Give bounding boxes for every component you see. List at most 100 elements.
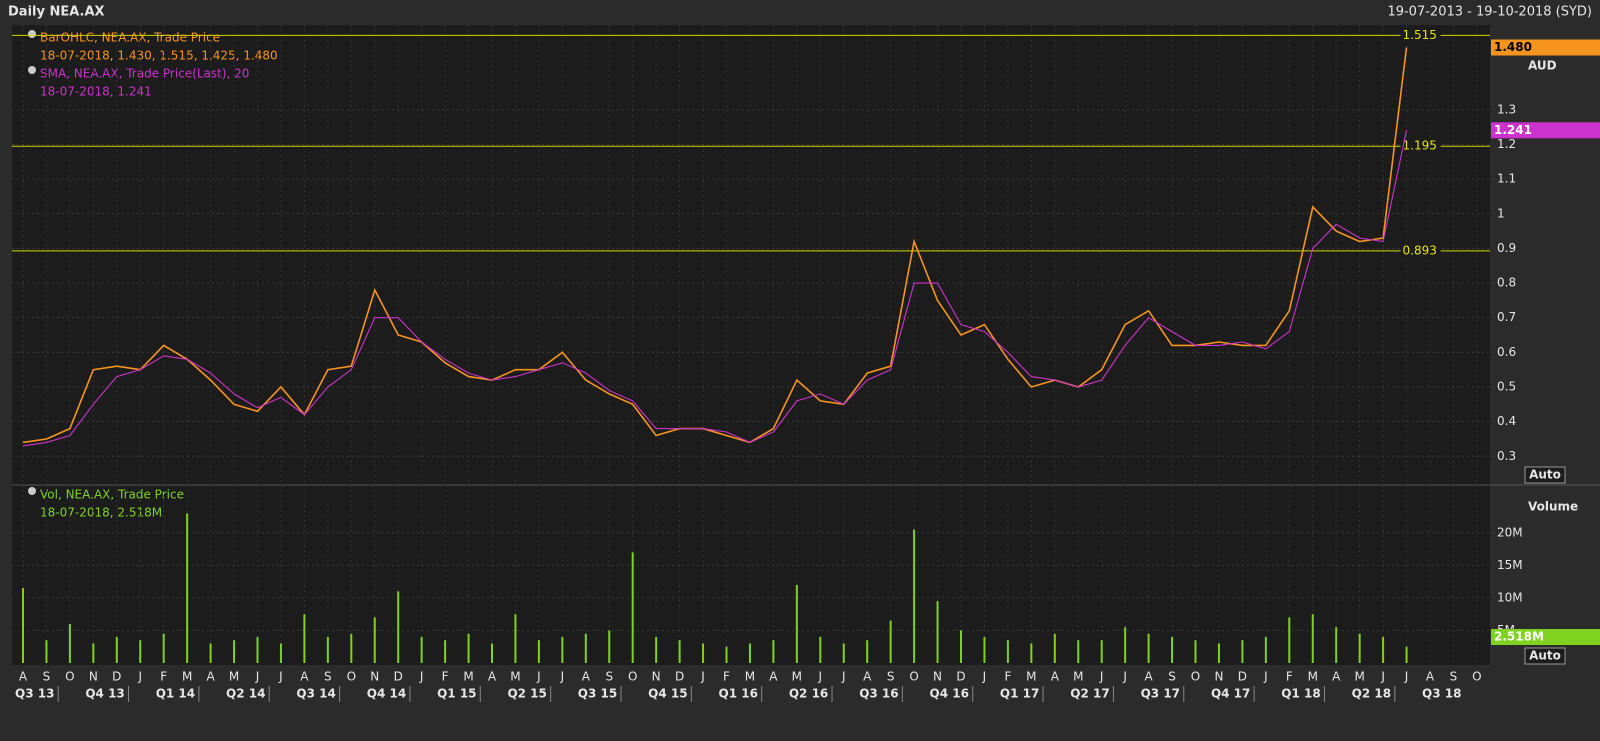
auto-button-label[interactable]: Auto — [1529, 649, 1561, 663]
quarter-label: Q1 17 — [1000, 687, 1039, 701]
volume-bar — [1311, 614, 1314, 663]
volume-bar — [162, 633, 165, 663]
x-tick-label: N — [933, 670, 942, 684]
x-tick-label: O — [347, 670, 356, 684]
volume-bar — [397, 591, 400, 663]
volume-bar — [772, 640, 775, 663]
volume-bar — [936, 601, 939, 663]
x-tick-label: F — [160, 670, 167, 684]
auto-button-box[interactable] — [1524, 466, 1566, 484]
x-tick-label: J — [536, 670, 541, 684]
volume-bar — [631, 552, 634, 663]
volume-bar — [1335, 627, 1338, 663]
price-line — [22, 47, 1408, 444]
y-tick-label: 0.6 — [1497, 345, 1516, 359]
auto-button-label[interactable]: Auto — [1529, 468, 1561, 482]
x-tick-label: A — [769, 670, 778, 684]
quarter-label: Q2 16 — [789, 687, 828, 701]
volume-bar — [115, 636, 118, 663]
volume-bar — [655, 636, 658, 663]
x-tick-label: F — [1004, 670, 1011, 684]
x-tick-label: D — [112, 670, 121, 684]
quarter-label: Q3 17 — [1141, 687, 1180, 701]
volume-bar — [420, 636, 423, 663]
auto-button-box[interactable] — [1524, 647, 1566, 665]
volume-bar — [350, 633, 353, 663]
volume-bar — [45, 640, 48, 663]
volume-bar — [326, 636, 329, 663]
quarter-label: Q3 13 — [15, 687, 54, 701]
chart-title: Daily NEA.AX — [8, 5, 105, 20]
x-tick-label: J — [818, 670, 823, 684]
legend-icon[interactable] — [28, 66, 36, 74]
quarter-label: Q3 16 — [859, 687, 898, 701]
volume-bar — [1358, 633, 1361, 663]
volume-bar — [795, 584, 798, 663]
x-tick-label: O — [1191, 670, 1200, 684]
volume-bar — [1006, 640, 1009, 663]
x-tick-label: D — [394, 670, 403, 684]
x-tick-label: N — [652, 670, 661, 684]
volume-bar — [233, 640, 236, 663]
legend-entry: SMA, NEA.AX, Trade Price(Last), 20 — [40, 67, 249, 81]
volume-bar — [842, 643, 845, 663]
volume-bar — [608, 630, 611, 663]
volume-bar — [139, 640, 142, 663]
y-tick-label: 0.8 — [1497, 276, 1516, 290]
volume-bar — [279, 643, 282, 663]
x-tick-label: M — [510, 670, 520, 684]
volume-bar — [748, 643, 751, 663]
volume-bar — [514, 614, 517, 663]
x-tick-label: M — [229, 670, 239, 684]
auto-button[interactable]: Auto — [1524, 466, 1566, 484]
x-tick-label: S — [887, 670, 895, 684]
legend-detail: 18-07-2018, 2.518M — [40, 506, 162, 520]
x-tick-label: O — [65, 670, 74, 684]
volume-bar — [256, 636, 259, 663]
quarter-label: Q1 15 — [437, 687, 476, 701]
quarter-label: Q3 15 — [578, 687, 617, 701]
x-tick-label: J — [1122, 670, 1127, 684]
x-tick-label: M — [463, 670, 473, 684]
legend-icon[interactable] — [28, 487, 36, 495]
last-value-label: 1.480 — [1494, 40, 1532, 54]
y-tick-label: 0.4 — [1497, 414, 1516, 428]
x-tick-label: F — [1286, 670, 1293, 684]
y-tick-label: 1.3 — [1497, 102, 1516, 116]
x-tick-label: O — [909, 670, 918, 684]
x-tick-label: S — [1168, 670, 1176, 684]
x-tick-label: S — [43, 670, 51, 684]
volume-axis-title: Volume — [1528, 500, 1578, 514]
last-value-label: 2.518M — [1494, 630, 1544, 644]
quarter-label: Q4 13 — [85, 687, 124, 701]
x-tick-label: J — [278, 670, 283, 684]
volume-bar — [1194, 640, 1197, 663]
volume-bar — [22, 588, 24, 663]
legend-detail: 18-07-2018, 1.430, 1.515, 1.425, 1.480 — [40, 49, 278, 63]
reference-label: 0.893 — [1403, 243, 1437, 257]
auto-button[interactable]: Auto — [1524, 647, 1566, 665]
quarter-label: Q1 16 — [719, 687, 758, 701]
x-tick-label: M — [1308, 670, 1318, 684]
x-tick-label: N — [1214, 670, 1223, 684]
volume-bar — [1217, 643, 1220, 663]
x-tick-label: M — [182, 670, 192, 684]
legend-icon[interactable] — [28, 30, 36, 38]
x-tick-label: J — [700, 670, 705, 684]
currency-label: AUD — [1528, 59, 1557, 73]
volume-bar — [1077, 640, 1080, 663]
x-tick-label: M — [1354, 670, 1364, 684]
volume-bar — [537, 640, 540, 663]
date-range: 19-07-2013 - 19-10-2018 (SYD) — [1387, 5, 1592, 20]
x-tick-label: S — [605, 670, 613, 684]
x-tick-label: J — [841, 670, 846, 684]
volume-bar — [1171, 636, 1174, 663]
volume-bar — [186, 513, 189, 663]
volume-bar — [92, 643, 95, 663]
x-tick-label: A — [19, 670, 28, 684]
x-tick-label: J — [1380, 670, 1385, 684]
x-tick-label: A — [1332, 670, 1341, 684]
x-tick-label: A — [488, 670, 497, 684]
